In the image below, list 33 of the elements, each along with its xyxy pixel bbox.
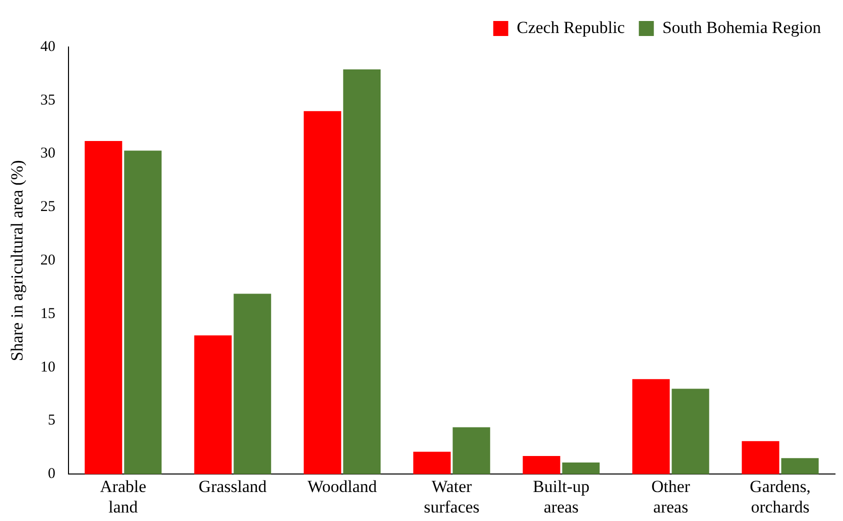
bar bbox=[562, 462, 600, 474]
bar bbox=[742, 441, 780, 474]
x-tick-label: Arable land bbox=[100, 476, 146, 516]
y-axis-title: Share in agricultural area (%) bbox=[8, 160, 27, 362]
y-tick-label: 40 bbox=[40, 38, 56, 55]
legend-label: Czech Republic bbox=[516, 18, 626, 37]
bar bbox=[413, 452, 451, 474]
y-tick-label: 5 bbox=[48, 412, 56, 429]
y-tick-label: 10 bbox=[40, 359, 56, 376]
bar bbox=[781, 458, 819, 474]
x-tick-label: Built-up areas bbox=[532, 476, 590, 516]
bar bbox=[194, 335, 232, 474]
y-tick-label: 35 bbox=[40, 92, 56, 108]
y-tick-label: 15 bbox=[40, 306, 56, 322]
x-tick-label: Water surfaces bbox=[424, 476, 480, 516]
bar bbox=[343, 69, 381, 474]
bar bbox=[234, 294, 272, 474]
bar bbox=[672, 388, 710, 474]
x-tick-label: Woodland bbox=[307, 476, 378, 496]
y-tick-label: 25 bbox=[40, 199, 56, 216]
x-tick-label: Gardens, orchards bbox=[750, 476, 811, 516]
legend-label: South Bohemia Region bbox=[662, 18, 822, 37]
bar bbox=[452, 427, 490, 474]
bar bbox=[632, 379, 670, 474]
bar bbox=[84, 140, 122, 474]
bar bbox=[304, 111, 342, 474]
y-tick-label: 20 bbox=[40, 252, 56, 269]
bar bbox=[522, 456, 560, 474]
x-tick-label: Grassland bbox=[198, 476, 268, 496]
x-tick-label: Other areas bbox=[651, 476, 690, 516]
y-tick-label: 0 bbox=[48, 466, 56, 482]
y-tick-label: 30 bbox=[40, 146, 56, 162]
bar bbox=[124, 150, 162, 474]
